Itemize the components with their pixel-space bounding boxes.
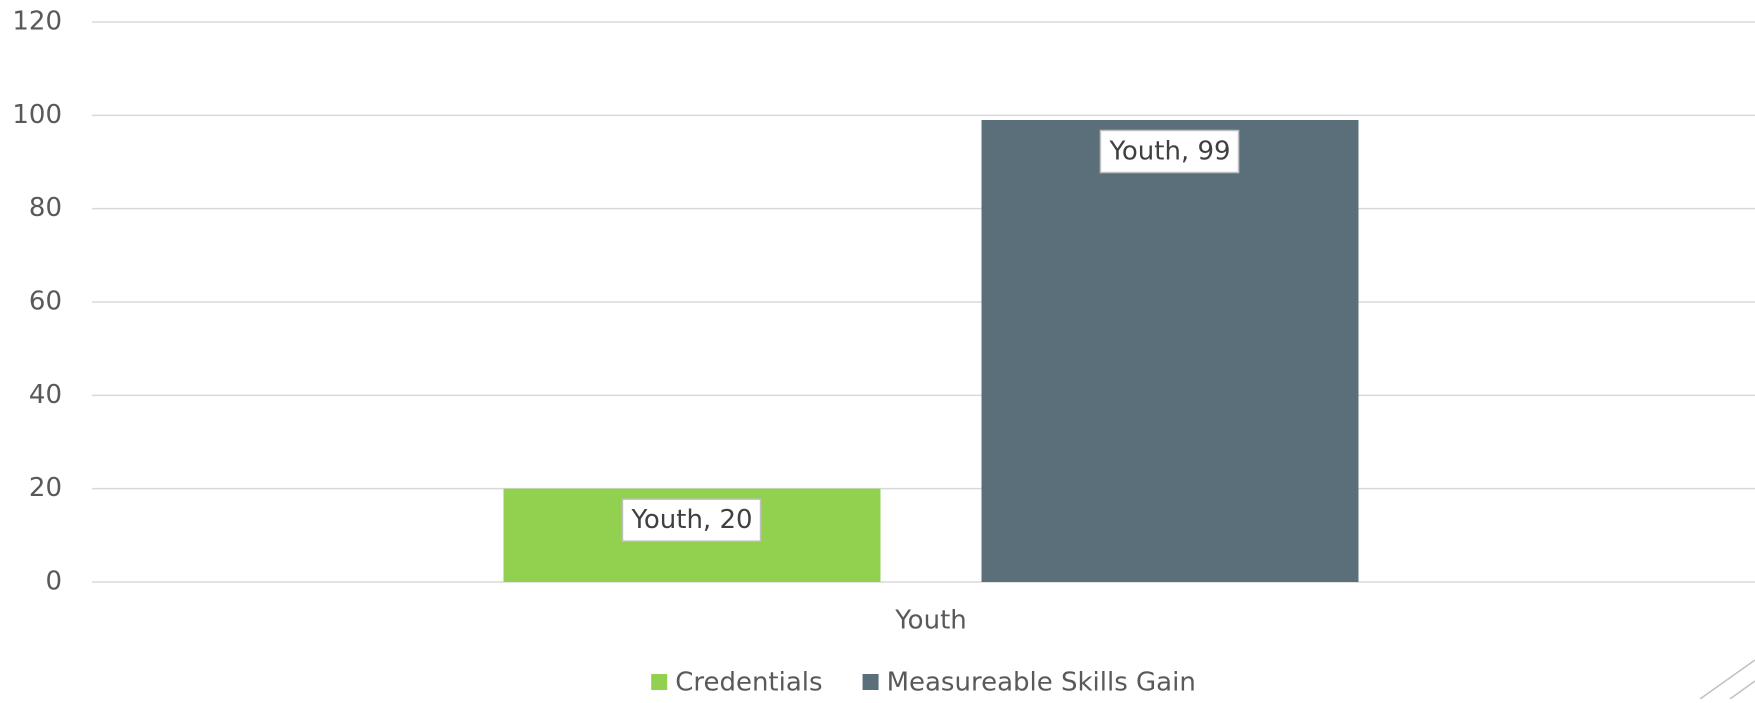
legend-label: Credentials (675, 668, 822, 698)
legend-swatch (651, 674, 668, 690)
decoration (1729, 680, 1755, 700)
y-tick-label: 40 (29, 380, 62, 410)
data-label-box (1099, 129, 1240, 174)
decoration (1699, 659, 1755, 700)
legend-swatch (862, 674, 879, 690)
y-tick-label: 60 (29, 287, 62, 317)
data-label: Youth, 20 (630, 505, 752, 535)
y-tick-label: 120 (12, 7, 62, 37)
legend-label: Measureable Skills Gain (887, 668, 1196, 698)
y-tick-label: 80 (29, 193, 62, 223)
data-label-box (621, 498, 762, 542)
y-tick-label: 20 (29, 473, 62, 503)
y-tick-label: 100 (12, 100, 62, 130)
y-tick-label: 0 (45, 567, 62, 597)
data-label: Youth, 99 (1108, 137, 1230, 167)
bar (981, 120, 1359, 582)
x-tick-label: Youth (894, 606, 967, 636)
